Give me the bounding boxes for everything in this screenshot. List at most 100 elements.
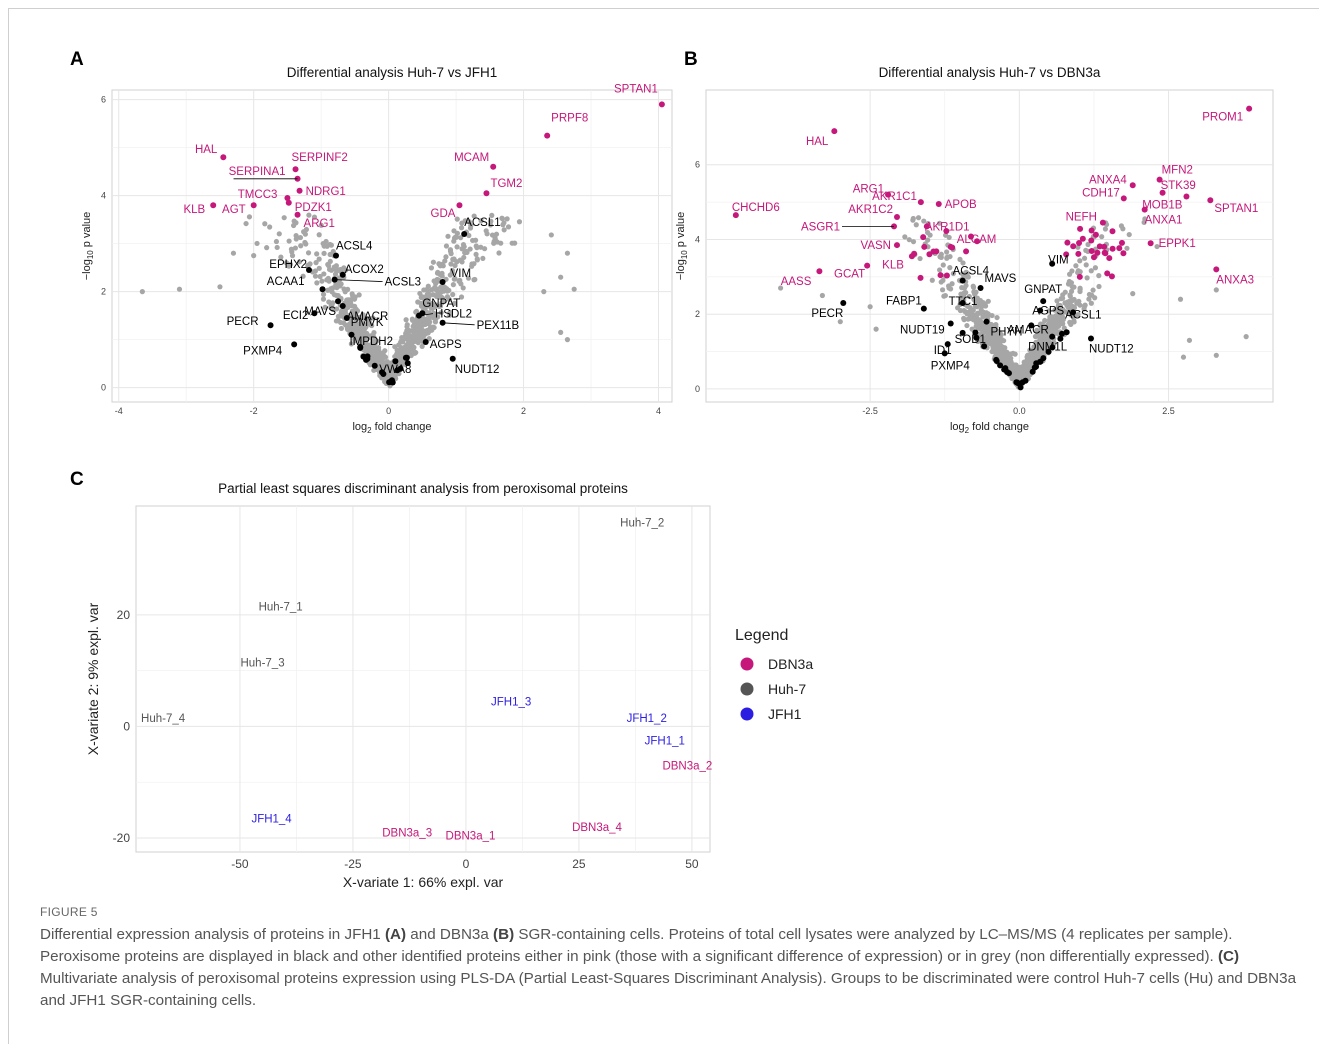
peroxisomal-protein-label: VIM bbox=[1048, 255, 1068, 267]
nonsig-protein-point bbox=[471, 261, 477, 267]
nonsig-protein-point bbox=[496, 250, 502, 256]
peroxisomal-protein-point bbox=[997, 362, 1004, 369]
significant-protein-label: TGM2 bbox=[490, 178, 522, 190]
peroxisomal-protein-label: AMACR bbox=[347, 311, 389, 323]
nonsig-protein-point bbox=[1032, 346, 1038, 352]
nonsig-protein-point bbox=[1059, 314, 1066, 320]
significant-protein-point bbox=[917, 274, 924, 281]
x-axis-label-part: log bbox=[352, 421, 367, 433]
nonsig-protein-point bbox=[1066, 298, 1072, 304]
peroxisomal-protein-point bbox=[333, 252, 339, 259]
nonsig-protein-point bbox=[938, 279, 944, 285]
nonsig-protein-point bbox=[427, 319, 433, 325]
significant-protein-point bbox=[1077, 225, 1084, 232]
sample-label: Huh-7_3 bbox=[240, 657, 284, 669]
nonsig-protein-point bbox=[436, 303, 442, 310]
significant-protein-label: TMCC3 bbox=[238, 189, 278, 201]
nonsig-protein-point bbox=[501, 220, 507, 226]
nonsig-protein-point bbox=[491, 240, 497, 246]
nonsig-protein-point bbox=[451, 238, 457, 244]
label-leader-line bbox=[418, 313, 434, 316]
nonsig-protein-point bbox=[1102, 226, 1109, 232]
peroxisomal-protein-point bbox=[1045, 348, 1052, 355]
nonsig-protein-point bbox=[338, 281, 344, 287]
significant-protein-point bbox=[1064, 239, 1071, 246]
nonsig-protein-point bbox=[458, 225, 465, 231]
significant-protein-point bbox=[1096, 243, 1103, 250]
peroxisomal-protein-point bbox=[371, 362, 378, 369]
nonsig-protein-point bbox=[1126, 231, 1132, 238]
nonsig-protein-point bbox=[1096, 283, 1102, 290]
nonsig-protein-point bbox=[425, 283, 431, 289]
caption-text: SGR-containing cells. Proteins of total … bbox=[40, 926, 1233, 965]
nonsig-protein-point bbox=[983, 310, 989, 316]
x-axis-label-part: fold change bbox=[372, 421, 432, 433]
nonsig-protein-point bbox=[558, 329, 564, 335]
nonsig-protein-point bbox=[408, 352, 414, 359]
peroxisomal-protein-point bbox=[1036, 358, 1043, 365]
nonsig-protein-point bbox=[970, 283, 976, 289]
nonsig-protein-point bbox=[453, 234, 459, 240]
peroxisomal-protein-point bbox=[973, 334, 980, 341]
significant-protein-point bbox=[1116, 245, 1123, 252]
peroxisomal-protein-point bbox=[439, 279, 446, 285]
significant-protein-label: EPPK1 bbox=[1159, 238, 1196, 250]
peroxisomal-protein-point bbox=[1013, 379, 1020, 386]
significant-protein-point bbox=[285, 199, 292, 206]
peroxisomal-protein-label: NUDT19 bbox=[900, 325, 945, 337]
chart-title: Differential analysis Huh-7 vs DBN3a bbox=[879, 65, 1101, 80]
significant-protein-point bbox=[935, 200, 942, 207]
significant-protein-point bbox=[1183, 193, 1190, 200]
significant-protein-point bbox=[1106, 255, 1113, 262]
peroxisomal-protein-point bbox=[959, 299, 966, 306]
nonsig-protein-point bbox=[910, 239, 917, 245]
nonsig-protein-point bbox=[324, 243, 330, 249]
nonsig-protein-point bbox=[334, 285, 340, 291]
x-axis-label-part: fold change bbox=[969, 421, 1029, 433]
significant-protein-label: SERPINA1 bbox=[229, 166, 286, 178]
nonsig-protein-point bbox=[444, 294, 451, 300]
nonsig-protein-point bbox=[443, 243, 450, 249]
label-leader-line bbox=[442, 322, 475, 326]
nonsig-protein-point bbox=[356, 292, 362, 298]
nonsig-protein-point bbox=[298, 243, 304, 249]
nonsig-protein-point bbox=[302, 231, 309, 237]
nonsig-protein-point bbox=[971, 296, 977, 303]
nonsig-protein-point bbox=[286, 238, 292, 244]
peroxisomal-protein-point bbox=[981, 343, 988, 350]
nonsig-protein-point bbox=[337, 319, 344, 326]
nonsig-protein-point bbox=[959, 285, 965, 291]
nonsig-protein-point bbox=[311, 214, 318, 220]
peroxisomal-protein-point bbox=[944, 341, 951, 348]
significant-protein-point bbox=[1088, 248, 1095, 255]
nonsig-protein-point bbox=[230, 250, 237, 256]
nonsig-protein-point bbox=[217, 284, 223, 290]
significant-protein-point bbox=[1090, 254, 1097, 261]
nonsig-protein-point bbox=[964, 311, 970, 317]
peroxisomal-protein-point bbox=[1049, 344, 1056, 351]
nonsig-protein-point bbox=[1035, 331, 1041, 338]
nonsig-protein-point bbox=[985, 298, 991, 304]
nonsig-protein-point bbox=[1040, 349, 1046, 356]
nonsig-protein-point bbox=[303, 241, 309, 247]
nonsig-protein-point bbox=[368, 322, 374, 328]
significant-protein-label: KLB bbox=[882, 259, 904, 271]
caption-panel-ref: (A) bbox=[384, 926, 407, 943]
significant-protein-point bbox=[816, 268, 823, 275]
nonsig-protein-point bbox=[276, 231, 282, 237]
nonsig-protein-point bbox=[420, 327, 426, 333]
chart-title: Partial least squares discriminant analy… bbox=[218, 481, 628, 496]
significant-protein-label: PDZK1 bbox=[295, 202, 332, 214]
nonsig-protein-point bbox=[291, 218, 297, 224]
peroxisomal-protein-point bbox=[972, 329, 979, 336]
nonsig-protein-point bbox=[332, 271, 339, 277]
nonsig-protein-point bbox=[287, 261, 294, 267]
significant-protein-point bbox=[943, 272, 950, 279]
nonsig-protein-point bbox=[1075, 300, 1081, 306]
x-axis-label: log2 fold change bbox=[352, 421, 431, 435]
peroxisomal-protein-point bbox=[449, 355, 456, 362]
nonsig-protein-point bbox=[447, 309, 453, 315]
nonsig-protein-point bbox=[1043, 344, 1049, 350]
peroxisomal-protein-point bbox=[1029, 368, 1036, 375]
nonsig-protein-point bbox=[906, 237, 912, 243]
